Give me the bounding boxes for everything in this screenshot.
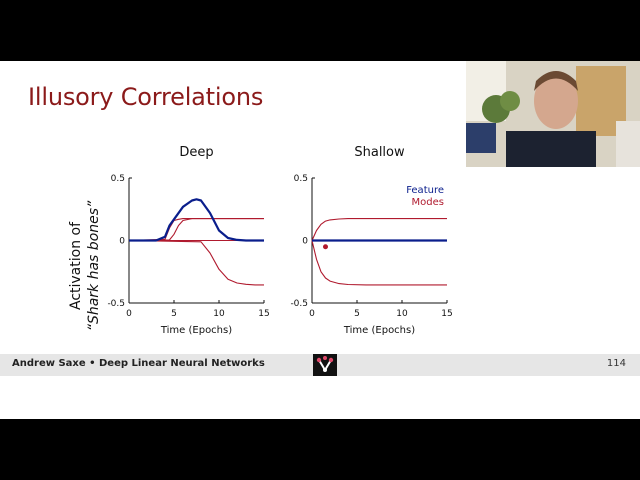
- y-axis-label-line2: “Shark has bones”: [86, 200, 102, 331]
- x-axis-label: Time (Epochs): [160, 325, 232, 336]
- cursor-marker: [323, 244, 328, 250]
- y-tick-label: 0: [119, 237, 125, 247]
- slide-title: Illusory Correlations: [28, 83, 264, 111]
- x-axis-label: Time (Epochs): [343, 325, 415, 336]
- mode-series-line: [311, 218, 447, 241]
- chart-title: Deep: [179, 145, 213, 160]
- y-tick-label: -0.5: [290, 299, 308, 309]
- x-tick-label: 5: [354, 309, 360, 319]
- y-axis-label-line1: Activation of: [68, 221, 84, 310]
- x-tick-label: 15: [258, 309, 269, 319]
- mode-series-line: [311, 240, 447, 286]
- x-tick-label: 0: [126, 309, 132, 319]
- webcam-overlay: [466, 61, 640, 167]
- x-tick-label: 5: [171, 309, 177, 319]
- y-tick-label: -0.5: [107, 299, 125, 309]
- charts-area: Activation of “Shark has bones” Deep 0.5 0…: [68, 145, 453, 336]
- y-tick-label: 0.5: [111, 174, 125, 184]
- footer-author: Andrew Saxe • Deep Linear Neural Network…: [12, 358, 265, 369]
- logo-icon: [313, 354, 337, 376]
- mode-series-line: [128, 218, 264, 242]
- slide: Illusory Correlations Activation of “Sha…: [0, 61, 640, 419]
- page-number: 114: [606, 358, 626, 369]
- legend-feature: Feature: [406, 185, 444, 196]
- y-tick-label: 0: [302, 237, 308, 247]
- x-tick-label: 15: [441, 309, 452, 319]
- x-tick-label: 10: [213, 309, 225, 319]
- x-tick-label: 10: [396, 309, 408, 319]
- y-tick-label: 0.5: [294, 174, 308, 184]
- x-tick-label: 0: [309, 309, 315, 319]
- mode-series-line: [128, 218, 264, 242]
- chart-title: Shallow: [354, 145, 405, 160]
- footer-bar: Andrew Saxe • Deep Linear Neural Network…: [0, 354, 640, 376]
- feature-series-line: [129, 198, 264, 242]
- legend-modes: Modes: [412, 197, 444, 208]
- mode-series-line: [128, 239, 264, 286]
